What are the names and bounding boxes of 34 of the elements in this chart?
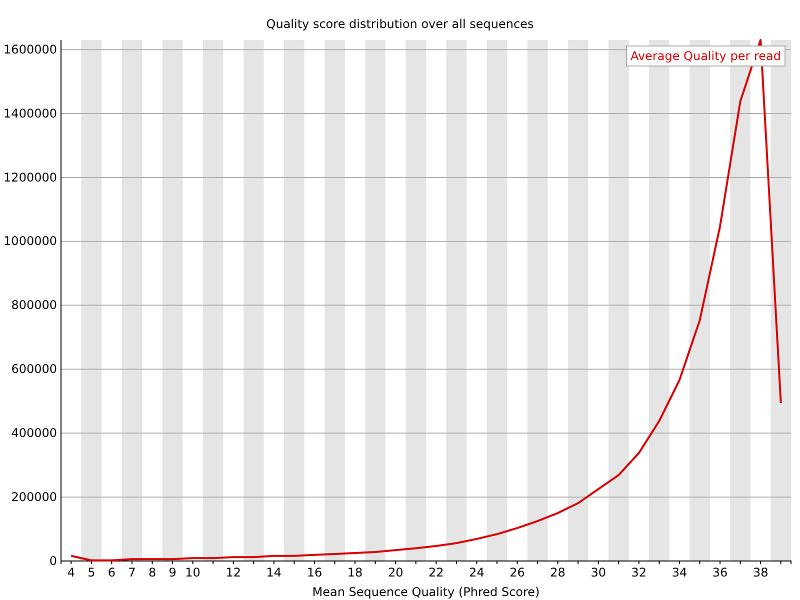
y-tick-label: 0 (49, 554, 57, 568)
x-tick-label: 20 (388, 566, 404, 580)
x-tick-label: 8 (148, 566, 156, 580)
x-tick-label: 22 (428, 566, 444, 580)
x-tick-label: 9 (168, 566, 176, 580)
y-tick-label: 800000 (11, 298, 57, 312)
y-tick-label: 400000 (11, 426, 57, 440)
x-tick-label: 38 (752, 566, 768, 580)
y-tick-label: 1600000 (4, 42, 57, 56)
y-tick-label: 200000 (11, 490, 57, 504)
x-tick-label: 34 (672, 566, 688, 580)
x-tick-label: 28 (550, 566, 566, 580)
x-tick-label: 10 (185, 566, 200, 580)
x-tick-label: 18 (347, 566, 363, 580)
x-tick-label: 24 (469, 566, 484, 580)
series-label: Average Quality per read (630, 49, 781, 63)
x-tick-label: 7 (128, 566, 136, 580)
x-tick-label: 16 (306, 566, 322, 580)
x-tick-label: 6 (108, 566, 116, 580)
x-tick-label: 32 (631, 566, 647, 580)
x-tick-label: 5 (88, 566, 96, 580)
chart-title: Quality score distribution over all sequences (266, 17, 534, 31)
x-tick-label: 14 (266, 566, 282, 580)
x-tick-label: 4 (67, 566, 75, 580)
y-tick-label: 600000 (11, 362, 57, 376)
line-series (70, 39, 782, 562)
x-tick-label: 12 (226, 566, 241, 580)
x-axis-title: Mean Sequence Quality (Phred Score) (312, 585, 540, 599)
y-tick-label: 1200000 (4, 170, 57, 184)
y-tick-label: 1000000 (4, 234, 57, 248)
x-tick-label: 36 (712, 566, 728, 580)
x-tick-label: 30 (590, 566, 606, 580)
x-tick-label: 26 (510, 566, 525, 580)
y-tick-label: 1400000 (4, 106, 57, 120)
